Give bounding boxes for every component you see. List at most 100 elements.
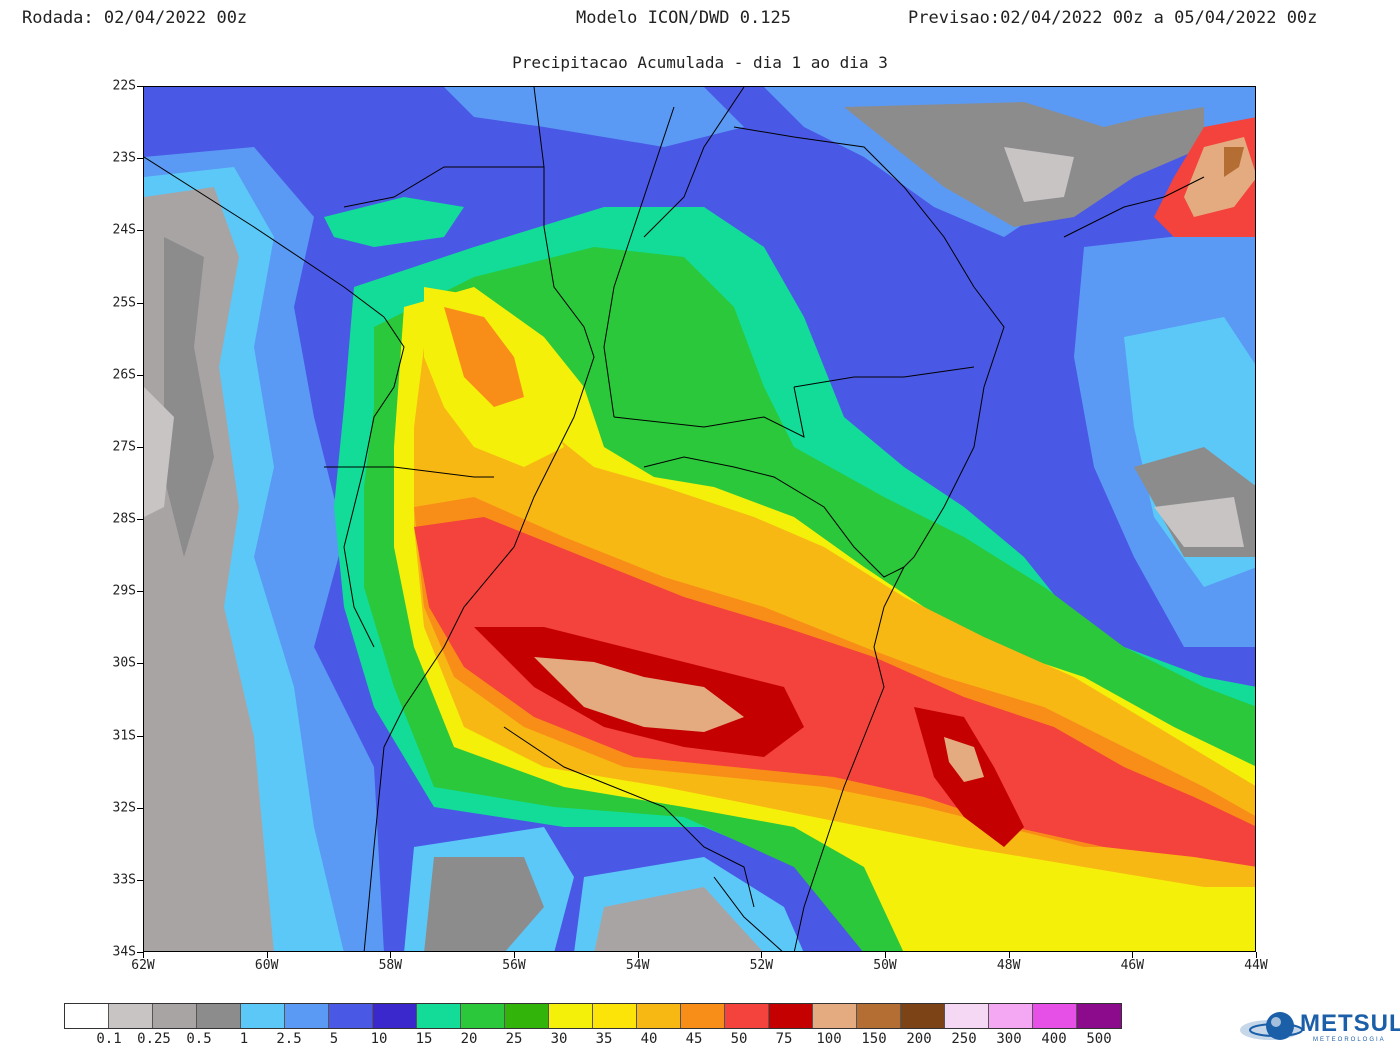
lat-tick (137, 879, 143, 881)
legend-swatch (769, 1004, 813, 1028)
legend-swatch (153, 1004, 197, 1028)
legend-value-label: 40 (640, 1031, 658, 1047)
lon-tick-label: 52W (749, 958, 774, 973)
legend-value-label: 0.5 (186, 1031, 212, 1047)
legend-swatch (109, 1004, 153, 1028)
lat-tick-label: 26S (112, 367, 136, 383)
legend-value-label: 0.25 (137, 1031, 171, 1047)
legend-swatch (945, 1004, 989, 1028)
lat-tick-label: 33S (112, 872, 136, 888)
lat-tick (137, 735, 143, 737)
legend-swatch (989, 1004, 1033, 1028)
legend-value-label: 45 (685, 1031, 703, 1047)
lat-tick-label: 32S (112, 800, 136, 816)
legend-value-label: 75 (775, 1031, 793, 1047)
lat-tick-label: 34S (112, 944, 136, 960)
legend-value-label: 1 (239, 1031, 249, 1047)
legend-value-label: 150 (861, 1031, 887, 1047)
lat-tick (137, 807, 143, 809)
lon-tick-label: 56W (502, 958, 526, 973)
legend-swatch (329, 1004, 373, 1028)
lat-tick (137, 663, 143, 665)
lat-tick-label: 27S (112, 439, 136, 455)
legend-value-label: 250 (951, 1031, 977, 1047)
legend-value-label: 15 (415, 1031, 433, 1047)
precip-color-legend (64, 1003, 1122, 1029)
legend-value-label: 25 (505, 1031, 523, 1047)
lat-tick (137, 519, 143, 520)
run-date-label: Rodada: 02/04/2022 00z (22, 8, 248, 28)
legend-swatch (241, 1004, 285, 1028)
forecast-period-label: Previsao:02/04/2022 00z a 05/04/2022 00z (908, 8, 1318, 28)
lat-tick (137, 591, 143, 593)
lat-tick-label: 23S (112, 150, 136, 166)
lon-tick (1132, 952, 1134, 958)
lat-tick-label: 22S (112, 78, 136, 94)
lon-tick (637, 952, 639, 958)
lat-tick (137, 446, 143, 448)
legend-swatch (1077, 1004, 1121, 1028)
lat-tick-label: 25S (112, 295, 136, 310)
legend-swatch (285, 1004, 329, 1028)
lat-tick-label: 31S (112, 728, 136, 743)
lat-tick (137, 374, 143, 376)
lon-tick-label: 46W (1120, 958, 1145, 973)
lon-tick (1256, 952, 1257, 958)
legend-swatch (505, 1004, 549, 1028)
legend-swatch (681, 1004, 725, 1028)
lat-tick (137, 952, 143, 953)
legend-swatch (1033, 1004, 1077, 1028)
legend-swatch (549, 1004, 593, 1028)
legend-value-label: 2.5 (276, 1031, 302, 1047)
legend-value-label: 400 (1041, 1031, 1067, 1047)
legend-swatch (197, 1004, 241, 1028)
lat-tick (137, 86, 143, 87)
lat-tick-label: 30S (112, 655, 136, 671)
lon-tick-label: 44W (1244, 958, 1268, 973)
map-subtitle: Precipitacao Acumulada - dia 1 ao dia 3 (512, 53, 888, 72)
lon-tick-label: 50W (873, 958, 897, 973)
legend-value-label: 200 (906, 1031, 932, 1047)
rainfall-shading (144, 87, 1255, 951)
precipitation-map[interactable] (143, 86, 1256, 952)
legend-swatch (901, 1004, 945, 1028)
legend-swatch (593, 1004, 637, 1028)
legend-value-label: 500 (1086, 1031, 1112, 1047)
legend-value-label: 0.1 (96, 1031, 122, 1047)
political-borders (144, 87, 1205, 951)
metsul-logo-text: METSUL (1300, 1010, 1400, 1037)
legend-value-label: 10 (370, 1031, 388, 1047)
legend-value-label: 30 (550, 1031, 568, 1047)
legend-swatch (813, 1004, 857, 1028)
lat-tick (137, 158, 143, 160)
legend-value-label: 20 (460, 1031, 478, 1047)
legend-swatch (857, 1004, 901, 1028)
lon-tick (514, 952, 515, 958)
precipitation-field (144, 87, 1255, 951)
lon-tick (761, 952, 763, 958)
legend-swatch (725, 1004, 769, 1028)
lon-tick (1008, 952, 1010, 958)
lat-tick-label: 28S (112, 511, 136, 527)
legend-swatch (637, 1004, 681, 1028)
lat-tick-label: 24S (112, 222, 136, 238)
legend-value-label: 100 (816, 1031, 842, 1047)
lat-tick (137, 230, 143, 232)
legend-swatch (461, 1004, 505, 1028)
legend-value-label: 50 (730, 1031, 748, 1047)
lon-tick-label: 62W (131, 958, 155, 973)
legend-value-label: 5 (329, 1031, 339, 1047)
lat-tick-label: 29S (112, 583, 136, 599)
lon-tick (390, 952, 392, 958)
lat-tick (137, 302, 143, 304)
lon-tick (143, 952, 144, 958)
lon-tick-label: 48W (996, 958, 1021, 973)
lon-tick-label: 54W (625, 958, 650, 973)
legend-swatch (373, 1004, 417, 1028)
metsul-globe-icon (1240, 1012, 1303, 1040)
legend-value-label: 300 (996, 1031, 1022, 1047)
legend-value-label: 35 (595, 1031, 613, 1047)
model-label: Modelo ICON/DWD 0.125 (576, 8, 791, 28)
metsul-logo-subtext: METEOROLOGIA (1313, 1037, 1386, 1043)
lon-tick (885, 952, 886, 958)
